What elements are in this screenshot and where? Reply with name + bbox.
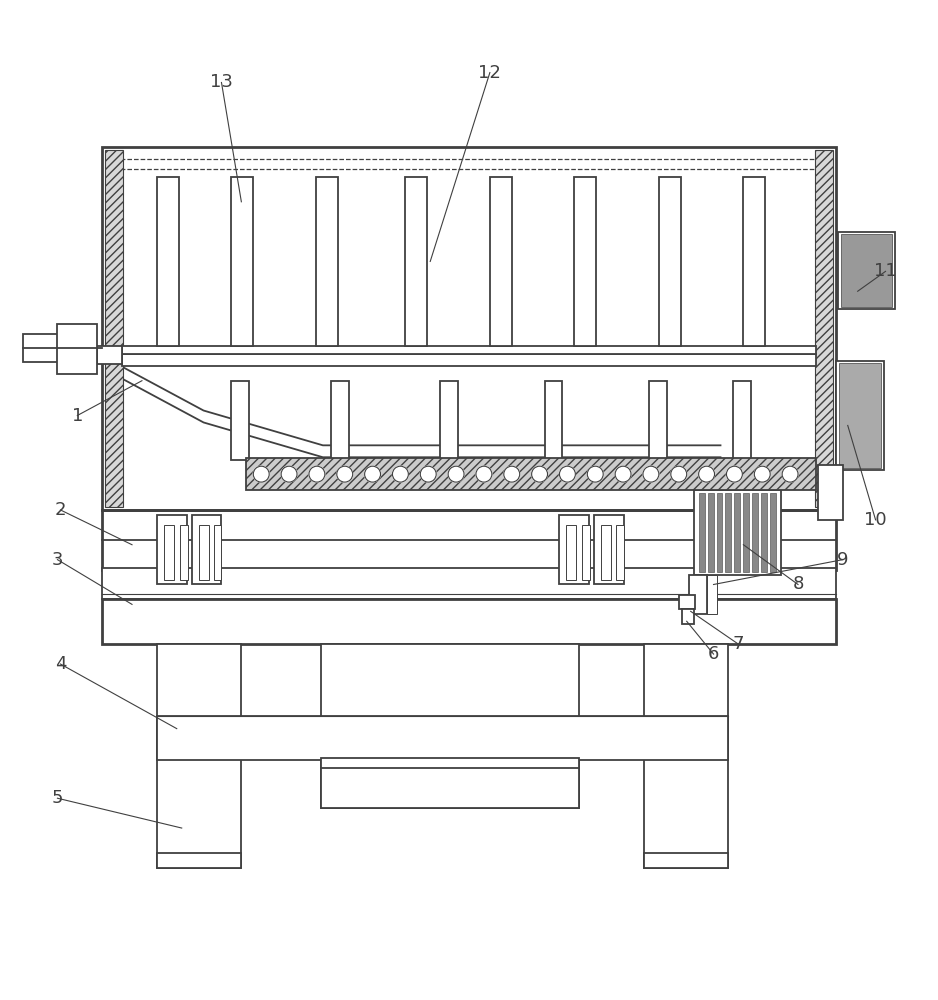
- Bar: [762, 493, 767, 572]
- Bar: [102, 510, 836, 570]
- Circle shape: [615, 466, 631, 482]
- Text: 10: 10: [864, 511, 887, 529]
- Bar: [214, 525, 221, 580]
- Bar: [122, 346, 816, 354]
- Text: 5: 5: [52, 789, 63, 807]
- Bar: [838, 232, 896, 309]
- Bar: [679, 595, 695, 609]
- Bar: [744, 493, 749, 572]
- Text: 4: 4: [54, 655, 67, 673]
- Text: 6: 6: [708, 645, 719, 663]
- Circle shape: [726, 466, 742, 482]
- Bar: [490, 177, 512, 346]
- Circle shape: [671, 466, 687, 482]
- Circle shape: [420, 466, 436, 482]
- Text: 7: 7: [733, 635, 744, 653]
- Bar: [157, 644, 241, 868]
- Bar: [316, 177, 338, 346]
- Bar: [57, 324, 98, 374]
- Circle shape: [699, 466, 715, 482]
- Bar: [164, 525, 174, 580]
- Bar: [321, 758, 580, 808]
- Bar: [440, 381, 458, 460]
- Bar: [102, 147, 836, 510]
- Circle shape: [309, 466, 325, 482]
- Circle shape: [504, 466, 520, 482]
- Bar: [682, 609, 694, 624]
- Circle shape: [587, 466, 603, 482]
- Bar: [157, 177, 179, 346]
- Circle shape: [337, 466, 353, 482]
- Bar: [232, 177, 253, 346]
- Circle shape: [643, 466, 658, 482]
- Bar: [157, 515, 187, 584]
- Bar: [699, 493, 704, 572]
- Bar: [247, 458, 816, 490]
- Bar: [694, 490, 781, 575]
- Bar: [157, 853, 241, 868]
- Bar: [725, 493, 732, 572]
- Bar: [582, 525, 590, 580]
- Bar: [105, 150, 123, 507]
- Circle shape: [253, 466, 269, 482]
- Bar: [574, 177, 597, 346]
- Circle shape: [559, 466, 575, 482]
- Bar: [191, 515, 221, 584]
- Bar: [744, 177, 765, 346]
- Bar: [839, 363, 881, 468]
- Text: 13: 13: [210, 73, 233, 91]
- Bar: [818, 465, 842, 520]
- Bar: [770, 493, 776, 572]
- Bar: [232, 381, 250, 460]
- Text: 3: 3: [52, 551, 63, 569]
- Bar: [644, 644, 729, 868]
- Bar: [707, 493, 714, 572]
- Text: 12: 12: [478, 64, 501, 82]
- Text: 2: 2: [54, 501, 67, 519]
- Bar: [102, 568, 836, 599]
- Circle shape: [476, 466, 492, 482]
- Bar: [644, 853, 729, 868]
- Bar: [331, 381, 349, 460]
- Bar: [567, 525, 576, 580]
- Bar: [752, 493, 758, 572]
- Bar: [734, 493, 740, 572]
- Bar: [601, 525, 612, 580]
- Bar: [321, 644, 580, 808]
- Circle shape: [532, 466, 548, 482]
- Bar: [840, 234, 892, 307]
- Text: 9: 9: [837, 551, 849, 569]
- Circle shape: [365, 466, 381, 482]
- Bar: [734, 381, 751, 460]
- Bar: [595, 515, 624, 584]
- Bar: [649, 381, 667, 460]
- Bar: [815, 150, 833, 507]
- Bar: [717, 493, 722, 572]
- Circle shape: [448, 466, 464, 482]
- Circle shape: [281, 466, 297, 482]
- Bar: [180, 525, 188, 580]
- Bar: [23, 334, 72, 362]
- Bar: [98, 346, 122, 364]
- Bar: [658, 177, 681, 346]
- Bar: [836, 361, 884, 470]
- Bar: [102, 599, 836, 644]
- Text: 11: 11: [874, 262, 897, 280]
- Bar: [157, 716, 729, 760]
- Bar: [559, 515, 589, 584]
- Bar: [405, 177, 427, 346]
- Text: 8: 8: [793, 575, 804, 593]
- Bar: [122, 354, 816, 366]
- Bar: [199, 525, 208, 580]
- Bar: [545, 381, 563, 460]
- Text: 1: 1: [71, 407, 83, 425]
- Circle shape: [754, 466, 770, 482]
- Circle shape: [392, 466, 408, 482]
- Bar: [616, 525, 624, 580]
- Bar: [706, 575, 717, 614]
- Bar: [688, 575, 706, 614]
- Circle shape: [782, 466, 798, 482]
